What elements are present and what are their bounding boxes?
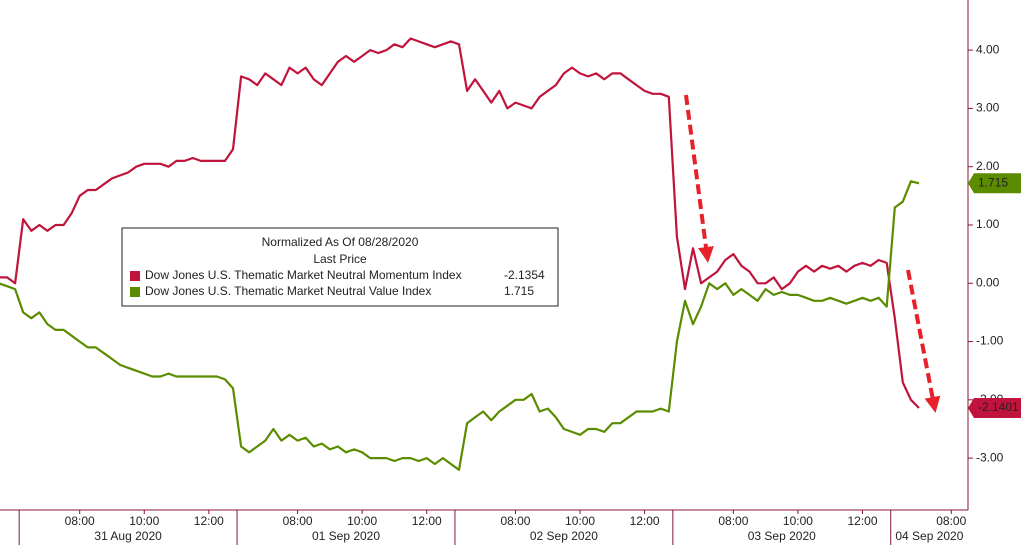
annotation-arrow <box>684 94 714 263</box>
x-tick-label: 08:00 <box>500 514 530 528</box>
day-label: 02 Sep 2020 <box>530 529 598 543</box>
last-value-label: -2.1401 <box>978 400 1019 414</box>
legend-value: -2.1354 <box>504 268 545 282</box>
legend-box <box>121 227 559 307</box>
y-tick-label: 4.00 <box>976 42 1000 56</box>
x-tick-label: 08:00 <box>65 514 95 528</box>
legend-subtitle: Last Price <box>313 252 367 266</box>
x-tick-label: 12:00 <box>630 514 660 528</box>
y-tick-label: -1.00 <box>976 334 1004 348</box>
last-value-tag <box>968 173 1021 194</box>
x-tick-label: 10:00 <box>129 514 159 528</box>
series-line <box>0 37 920 409</box>
x-tick-label: 10:00 <box>783 514 813 528</box>
day-label: 04 Sep 2020 <box>895 529 963 543</box>
last-value-label: 1.715 <box>978 175 1008 189</box>
annotation-arrow <box>906 269 941 413</box>
x-tick-label: 08:00 <box>936 514 966 528</box>
day-label: 03 Sep 2020 <box>748 529 816 543</box>
x-tick-label: 10:00 <box>565 514 595 528</box>
y-tick-label: 0.00 <box>976 275 1000 289</box>
x-tick-label: 10:00 <box>347 514 377 528</box>
y-tick-label: 3.00 <box>976 101 1000 115</box>
legend-title: Normalized As Of 08/28/2020 <box>262 235 419 249</box>
x-tick-label: 12:00 <box>847 514 877 528</box>
y-tick-label: -3.00 <box>976 450 1004 464</box>
legend-swatch <box>130 271 140 281</box>
day-label: 31 Aug 2020 <box>94 529 162 543</box>
x-tick-label: 08:00 <box>718 514 748 528</box>
legend-value: 1.715 <box>504 284 534 298</box>
legend-swatch <box>130 287 140 297</box>
day-label: 01 Sep 2020 <box>312 529 380 543</box>
legend-label: Dow Jones U.S. Thematic Market Neutral M… <box>145 268 462 282</box>
series-line <box>0 180 920 471</box>
x-tick-label: 12:00 <box>194 514 224 528</box>
x-tick-label: 08:00 <box>283 514 313 528</box>
x-tick-label: 12:00 <box>412 514 442 528</box>
legend-label: Dow Jones U.S. Thematic Market Neutral V… <box>145 284 431 298</box>
y-tick-label: 2.00 <box>976 159 1000 173</box>
legend: Normalized As Of 08/28/2020 Last Price D… <box>121 227 559 307</box>
last-value-tag <box>968 398 1021 419</box>
y-tick-label: 1.00 <box>976 217 1000 231</box>
